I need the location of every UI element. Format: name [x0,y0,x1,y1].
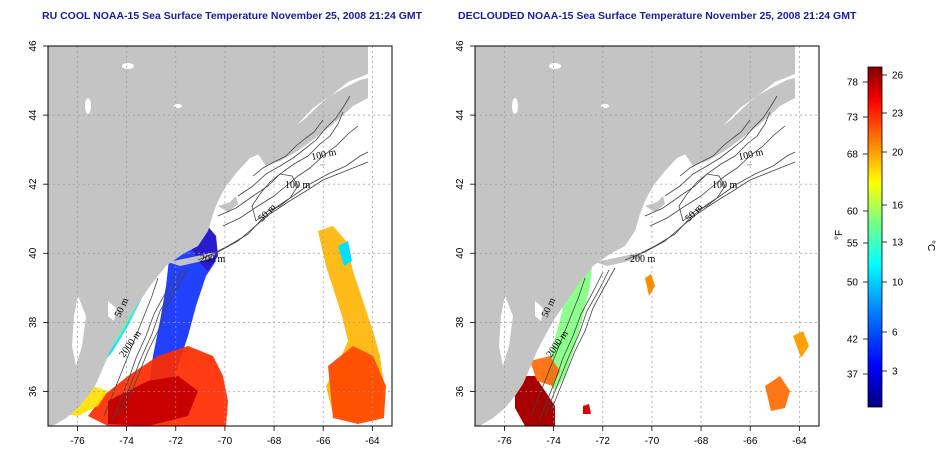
panel-title-right: DECLOUDED NOAA-15 Sea Surface Temperatur… [458,10,857,22]
x-tick-label: -76 [70,436,85,447]
colorbar-c-tick-label: 26 [892,71,904,82]
colorbar-f-tick-label: 37 [847,370,859,381]
x-tick-label: -68 [694,436,709,447]
x-tick-label: -68 [267,436,282,447]
y-tick-label: 40 [28,247,39,259]
y-tick-label: 40 [455,247,466,259]
left-map-panel [48,46,392,426]
x-tick-label: -66 [743,436,758,447]
map-frame [474,45,820,427]
x-tick-label: -64 [365,436,380,447]
colorbar-f-tick-label: 50 [847,278,859,289]
contour-label-100m-upper-right: 100 m [737,147,764,163]
x-tick-label: -66 [316,436,331,447]
contour-label-200m: 200 m [200,254,226,265]
celsius-label: °C [925,240,936,251]
colorbar-c-tick-label: 10 [892,278,904,289]
contour-label-200m-right: 200 m [630,254,656,265]
left-axes: -76 -74 -72 -70 -68 -66 -64 36 38 40 42 44 46 [28,40,393,447]
x-tick-label: -64 [792,436,807,447]
colorbar-c-tick-label: 16 [892,201,904,212]
y-tick-label: 36 [28,385,39,397]
colorbar-c-tick-label: 20 [892,148,904,159]
x-tick-label: -70 [645,436,660,447]
y-tick-label: 46 [28,40,39,52]
colorbar-f-tick-label: 73 [847,113,859,124]
y-tick-label: 38 [28,316,39,328]
fahrenheit-label: °F [834,230,845,240]
contour-label-100m-right: 100 m [712,180,738,191]
y-tick-label: 36 [455,385,466,397]
x-tick-label: -70 [218,436,233,447]
contour-label-100m: 100 m [285,180,311,191]
colorbar-c-tick-label: 3 [892,367,898,378]
colorbar-f-tick-label: 42 [847,335,859,346]
colorbar-f-tick-label: 55 [847,239,859,250]
y-tick-label: 42 [28,178,39,190]
panel-title-left: RU COOL NOAA-15 Sea Surface Temperature … [42,10,423,22]
x-tick-label: -74 [119,436,134,447]
right-map-panel [475,46,819,426]
y-tick-label: 44 [455,109,466,121]
y-tick-label: 46 [455,40,466,52]
colorbar-f-tick-label: 78 [847,78,859,89]
colorbar-f-tick-label: 68 [847,150,859,161]
colorbar-c-tick-label: 6 [892,328,898,339]
y-tick-label: 42 [455,178,466,190]
x-tick-label: -74 [546,436,561,447]
contour-label-100m-upper: 100 m [310,147,337,163]
colorbar: 78 73 68 60 55 50 42 37 26 23 20 16 13 10 6 3 °F °C [834,66,936,408]
colorbar-c-tick-label: 13 [892,238,904,249]
colorbar-c-tick-label: 23 [892,109,904,120]
colorbar-ramp [867,66,883,408]
x-tick-label: -72 [169,436,184,447]
y-tick-label: 38 [455,316,466,328]
y-tick-label: 44 [28,109,39,121]
map-frame [47,45,393,427]
colorbar-f-tick-label: 60 [847,207,859,218]
x-tick-label: -76 [497,436,512,447]
right-axes: -76 -74 -72 -70 -68 -66 -64 36 38 40 42 44 46 [455,40,820,447]
x-tick-label: -72 [596,436,611,447]
